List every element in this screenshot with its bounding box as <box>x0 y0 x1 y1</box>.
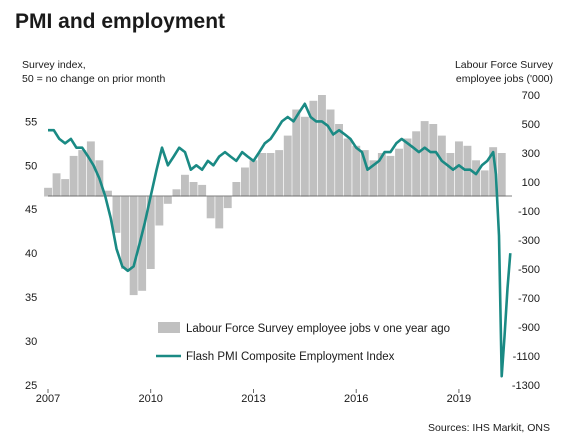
bar <box>386 155 395 197</box>
bar <box>112 196 121 233</box>
source-note: Sources: IHS Markit, ONS <box>428 422 550 434</box>
bar <box>403 138 412 197</box>
bar <box>292 109 301 197</box>
chart-title: PMI and employment <box>15 10 226 33</box>
bar <box>472 160 480 197</box>
bar <box>377 153 386 197</box>
pmi-line <box>48 102 512 378</box>
bar <box>223 196 232 209</box>
bars-layer <box>44 95 506 296</box>
bar <box>463 145 472 197</box>
bar <box>129 196 138 296</box>
bar <box>155 196 164 226</box>
legend-bar-swatch <box>158 322 180 333</box>
bar <box>69 155 78 197</box>
bar <box>455 141 463 197</box>
left-axis-label-line-1: Survey index, <box>22 59 86 71</box>
right-tick-label: -1300 <box>512 380 540 392</box>
bar <box>138 196 147 291</box>
bar <box>275 150 284 197</box>
bar <box>104 190 112 197</box>
x-tick-label: 2019 <box>447 393 471 405</box>
bar <box>61 179 70 197</box>
bar <box>412 131 421 197</box>
bar <box>198 184 207 197</box>
x-tick-label: 2013 <box>241 393 265 405</box>
right-tick-labels: -1300 -1100 -900 -700 -500 -300 -100 100 300 500 7… <box>512 90 540 392</box>
bar <box>241 167 249 197</box>
right-tick-label: -1100 <box>513 351 540 363</box>
bar <box>249 160 258 197</box>
bar <box>326 109 335 197</box>
bar <box>309 100 318 197</box>
right-tick-label: -100 <box>518 206 540 218</box>
left-axis-label: Survey index, 50 = no change on prior mo… <box>22 58 165 86</box>
left-tick-label: 40 <box>25 248 37 260</box>
bar <box>206 196 215 219</box>
right-tick-label: 700 <box>522 90 540 102</box>
bar <box>44 187 52 197</box>
left-tick-label: 25 <box>25 380 37 392</box>
x-tick-label: 2010 <box>138 393 162 405</box>
legend-line-label: Flash PMI Composite Employment Index <box>186 351 395 363</box>
bar <box>369 160 378 197</box>
bar <box>215 196 224 229</box>
right-axis-label-line-2: employee jobs ('000) <box>455 73 553 85</box>
bar <box>446 153 455 197</box>
bar <box>429 124 438 197</box>
left-axis-label-line-2: 50 = no change on prior month <box>22 73 166 85</box>
bar <box>181 174 189 197</box>
bar <box>189 182 198 197</box>
bar <box>335 124 343 197</box>
bar <box>300 116 309 197</box>
bar <box>360 150 369 197</box>
right-axis-label: Labour Force Survey employee jobs ('000) <box>455 58 553 86</box>
left-tick-labels: 25 30 35 40 45 50 55 <box>25 116 37 392</box>
left-tick-label: 45 <box>25 204 37 216</box>
bar <box>266 153 275 197</box>
x-tick-label: 2007 <box>36 393 60 405</box>
x-tick-labels: 2007 2010 2013 2016 2019 <box>36 393 471 405</box>
bar <box>172 189 181 197</box>
left-tick-label: 35 <box>25 292 37 304</box>
left-tick-label: 50 <box>25 160 37 172</box>
right-axis-label-line-1: Labour Force Survey <box>454 59 553 71</box>
bar <box>121 196 129 269</box>
right-tick-label: 100 <box>522 177 540 189</box>
right-tick-label: -700 <box>518 293 540 305</box>
bar <box>258 153 266 197</box>
bar <box>146 196 155 269</box>
left-tick-label: 55 <box>25 116 37 128</box>
bar <box>352 145 361 197</box>
legend: Labour Force Survey employee jobs v one … <box>156 322 450 363</box>
left-tick-label: 30 <box>25 336 37 348</box>
bar <box>52 173 61 197</box>
right-tick-label: -500 <box>518 264 540 276</box>
bar <box>437 135 446 197</box>
bar <box>480 170 489 197</box>
right-tick-label: 300 <box>522 148 540 160</box>
bar <box>163 196 172 204</box>
right-tick-label: 500 <box>522 119 540 131</box>
bar <box>86 141 95 197</box>
bar <box>497 153 506 197</box>
legend-bar-label: Labour Force Survey employee jobs v one … <box>186 323 450 335</box>
bar <box>318 95 326 197</box>
bar <box>232 182 241 197</box>
line-layer <box>48 102 512 378</box>
bar <box>489 147 498 197</box>
x-tick-label: 2016 <box>344 393 368 405</box>
axes-layer <box>47 195 512 393</box>
right-tick-label: -300 <box>518 235 540 247</box>
bar <box>343 138 352 197</box>
bar <box>283 135 292 197</box>
bar <box>395 148 403 197</box>
right-tick-label: -900 <box>518 322 540 334</box>
bar <box>78 150 87 197</box>
bar <box>420 121 429 197</box>
